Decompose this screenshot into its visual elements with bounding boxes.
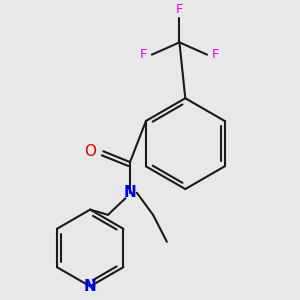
Text: F: F <box>176 3 183 16</box>
Text: F: F <box>212 48 219 61</box>
Text: O: O <box>84 144 96 159</box>
Text: N: N <box>124 185 136 200</box>
Text: N: N <box>84 279 97 294</box>
Text: F: F <box>140 48 147 61</box>
